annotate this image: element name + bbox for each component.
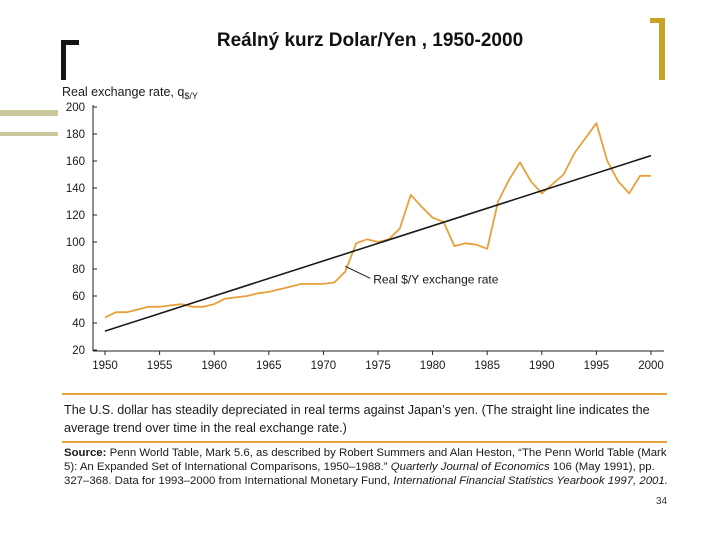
y-tick-label: 20 (72, 345, 85, 357)
y-tick-label: 120 (66, 210, 85, 222)
x-tick-label: 1980 (420, 360, 446, 372)
y-tick-label: 100 (66, 237, 85, 249)
left-accent-bar-bottom (0, 132, 58, 136)
chart-ticks: 20 40 60 80 100 120 140 160 180 200 1950 1955 1960 19… (66, 102, 664, 372)
x-tick-label: 1995 (584, 360, 610, 372)
y-tick-label: 160 (66, 156, 85, 168)
source-label: Source: (64, 447, 107, 459)
caption-rule-top (62, 393, 667, 395)
x-tick-label: 1985 (474, 360, 500, 372)
x-tick-label: 1955 (147, 360, 173, 372)
source-text-1: Penn World Table, Mark 5.6, as described… (64, 447, 667, 473)
gold-bracket-horizontal (650, 18, 665, 23)
x-tick-label: 1950 (92, 360, 118, 372)
annotation-label: Real $/Y exchange rate (373, 272, 499, 286)
y-tick-label: 40 (72, 318, 85, 330)
x-tick-label: 1975 (365, 360, 391, 372)
x-tick-label: 1965 (256, 360, 282, 372)
page-number: 34 (656, 496, 668, 507)
x-tick-label: 1960 (201, 360, 227, 372)
source-note: Source: Penn World Table, Mark 5.6, as d… (64, 446, 674, 488)
figure-caption: The U.S. dollar has steadily depreciated… (64, 403, 650, 435)
y-tick-label: 80 (72, 264, 85, 276)
left-accent-bar-top (0, 110, 58, 116)
chart-annotations: Real $/Y exchange rate (345, 265, 499, 286)
y-tick-label: 180 (66, 129, 85, 141)
x-tick-label: 1970 (311, 360, 337, 372)
corner-bracket-vertical (61, 40, 66, 80)
chart-axes (92, 105, 664, 352)
source-text-2: 106 (May 1991), pp. 327–368. Data for 19… (64, 461, 655, 487)
y-tick-label: 60 (72, 291, 85, 303)
y-axis-label: Real exchange rate, q$/Y (62, 85, 198, 101)
series-line-trend (104, 154, 652, 332)
annotation-leader-line (345, 265, 371, 279)
series-line-real-exchange-rate (104, 122, 651, 319)
x-tick-label: 2000 (638, 360, 664, 372)
x-tick-label: 1990 (529, 360, 555, 372)
slide-title: Reálný kurz Dolar/Yen , 1950-2000 (216, 30, 524, 51)
corner-bracket-horizontal (61, 40, 79, 45)
source-yearbook: International Financial Statistics Yearb… (393, 475, 668, 487)
gold-bracket-vertical (659, 18, 665, 80)
source-journal: Quarterly Journal of Economics (390, 461, 550, 473)
chart-series (104, 122, 652, 332)
y-tick-label: 140 (66, 183, 85, 195)
caption-rule-bottom (62, 441, 667, 443)
exchange-rate-chart: 20 40 60 80 100 120 140 160 180 200 1950 1955 1960 19… (62, 85, 664, 372)
y-tick-label: 200 (66, 102, 85, 114)
